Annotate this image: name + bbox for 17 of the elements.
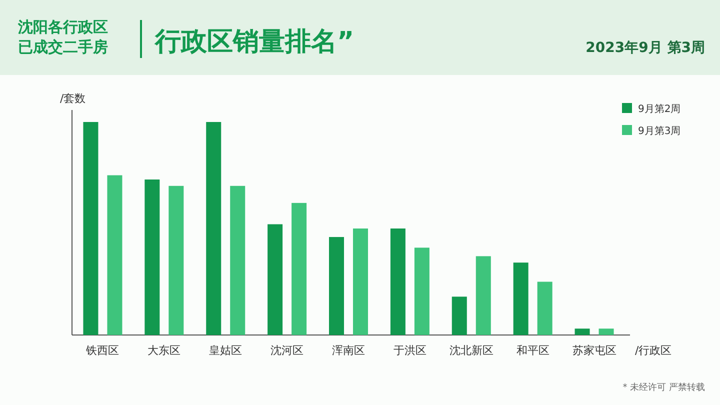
legend-label: 9月第2周 xyxy=(638,103,681,115)
x-tick-label: 沈河区 xyxy=(270,344,304,357)
text: * 未经许可 严禁转载 xyxy=(622,382,705,393)
x-tick-label: 苏家屯区 xyxy=(572,344,616,357)
text: 2023年9月 第3周 xyxy=(586,40,705,56)
x-tick-label: 和平区 xyxy=(516,344,550,357)
legend-label: 9月第3周 xyxy=(638,125,681,137)
x-tick-label: 浑南区 xyxy=(332,344,365,357)
x-tick-label: 大东区 xyxy=(148,344,181,357)
chart-subtitle: 沈阳各行政区已成交二手房 xyxy=(17,18,108,56)
x-tick-label: 于洪区 xyxy=(393,344,426,357)
x-tick-label: 沈北新区 xyxy=(449,344,494,357)
y-axis-title: /套数 xyxy=(60,92,86,105)
x-tick-label: 皇姑区 xyxy=(209,344,242,357)
x-tick-label: 铁西区 xyxy=(85,344,120,357)
x-axis-title: /行政区 xyxy=(635,344,672,357)
chart-title: 行政区销量排名” xyxy=(154,27,354,57)
